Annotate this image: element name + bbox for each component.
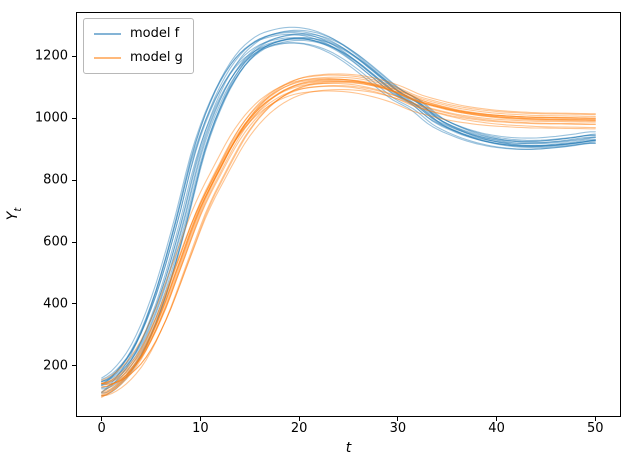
y-tick-label: 1000 — [34, 110, 68, 126]
model-f-run — [101, 42, 596, 393]
y-tick — [72, 55, 76, 57]
model-f-run — [101, 38, 596, 382]
model-g-run — [101, 73, 596, 384]
model-f-line-swatch — [94, 33, 121, 35]
model-g-run — [101, 80, 596, 385]
x-tick-label: 10 — [192, 421, 209, 436]
x-tick-label: 0 — [97, 421, 106, 436]
y-tick-label: 800 — [43, 172, 68, 188]
model-g-line-swatch — [94, 57, 121, 59]
model-g-run — [101, 74, 596, 397]
model-f-run — [101, 38, 596, 387]
model-g-run — [101, 85, 596, 388]
model-f-run — [101, 33, 596, 397]
model-f-run — [101, 32, 596, 393]
x-tick-label: 50 — [587, 421, 604, 436]
y-tick — [72, 117, 76, 119]
model-f-run — [101, 26, 596, 386]
x-tick — [101, 417, 103, 421]
plot-area: model f model g — [76, 12, 621, 417]
model-g-run — [101, 85, 596, 398]
x-tick — [298, 417, 300, 421]
model-f-run — [101, 30, 596, 381]
model-f-run — [101, 42, 596, 385]
x-tick — [496, 417, 498, 421]
y-tick — [72, 365, 76, 367]
model-g-run — [101, 80, 596, 394]
model-g-run — [101, 81, 596, 397]
y-tick-label: 1200 — [34, 48, 68, 64]
legend-label-model-f: model f — [130, 26, 180, 41]
y-tick-label: 400 — [43, 296, 68, 312]
y-tick — [72, 303, 76, 305]
y-axis-label-sub: t — [12, 207, 24, 212]
legend-entry-model-f: model f — [94, 27, 183, 41]
model-f-run — [101, 39, 596, 389]
model-g-run — [101, 78, 596, 381]
model-f-run — [101, 37, 596, 383]
x-tick-label: 20 — [290, 421, 308, 436]
legend: model f model g — [83, 18, 194, 74]
x-tick-label: 30 — [389, 421, 407, 436]
x-axis-label: t — [76, 440, 621, 456]
y-tick — [72, 241, 76, 243]
model-f-run — [101, 37, 596, 390]
y-axis-label: Yt — [5, 208, 27, 220]
model-f-run — [101, 29, 596, 386]
x-tick-label: 40 — [488, 421, 505, 436]
x-tick — [594, 417, 596, 421]
model-f-run — [101, 34, 596, 383]
model-f-run — [101, 33, 596, 379]
model-g-run — [101, 78, 596, 388]
model-g-run — [101, 89, 596, 385]
model-g-run — [101, 82, 596, 385]
model-g-run — [101, 76, 596, 398]
model-f-run — [101, 37, 596, 394]
model-g-run — [101, 90, 596, 393]
y-axis-label-base: Y — [5, 211, 22, 221]
ensemble-curves — [101, 26, 596, 398]
legend-entry-model-g: model g — [94, 51, 183, 65]
y-tick-label: 600 — [43, 234, 68, 250]
y-tick — [72, 179, 76, 181]
legend-label-model-g: model g — [130, 50, 183, 65]
model-g-run — [101, 79, 596, 384]
model-g-run — [101, 78, 596, 396]
y-tick-label: 200 — [43, 358, 68, 374]
x-axis-label-text: t — [345, 440, 352, 456]
x-tick — [199, 417, 201, 421]
x-tick — [397, 417, 399, 421]
